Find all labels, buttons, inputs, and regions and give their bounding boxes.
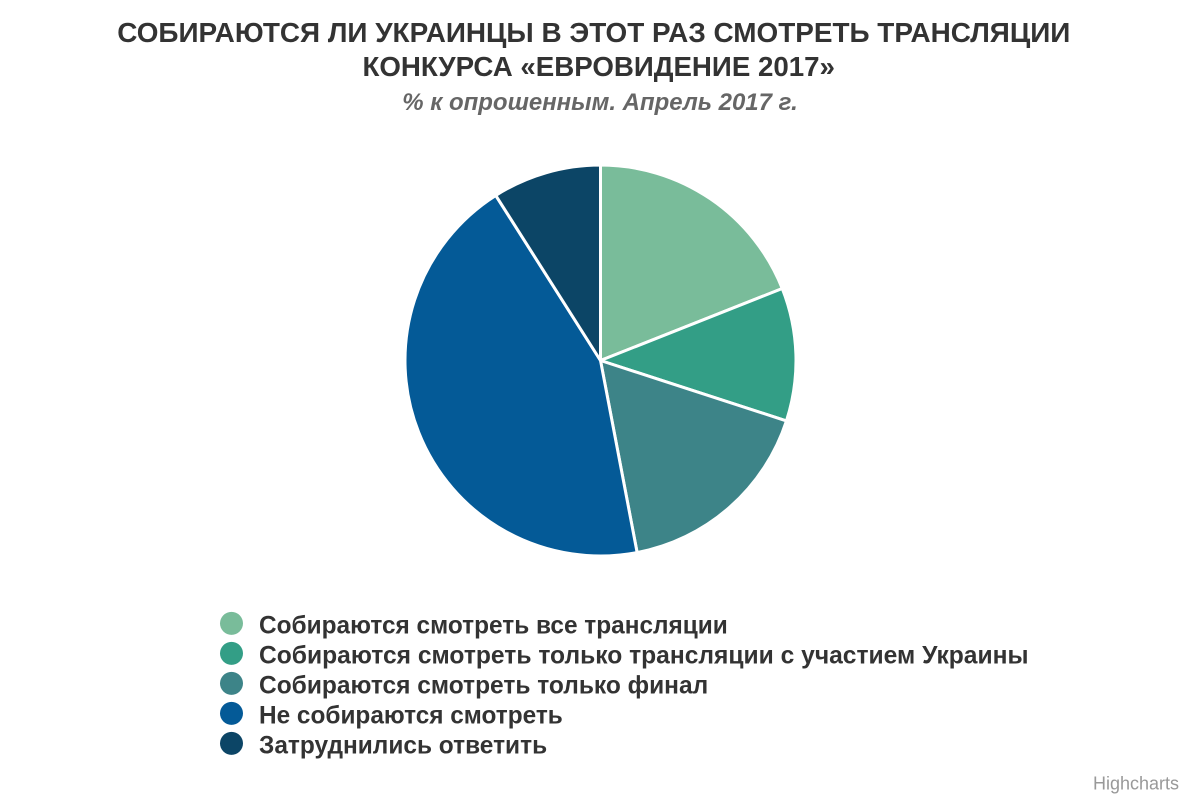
svg-text:СОБИРАЮТСЯ ЛИ УКРАИНЦЫ В ЭТОТ: СОБИРАЮТСЯ ЛИ УКРАИНЦЫ В ЭТОТ РАЗ СМОТРЕ… <box>117 17 1070 48</box>
svg-text:КОНКУРСА «ЕВРОВИДЕНИЕ 2017»: КОНКУРСА «ЕВРОВИДЕНИЕ 2017» <box>362 51 835 82</box>
svg-text:Собираются смотреть только фин: Собираются смотреть только финал <box>259 672 708 699</box>
svg-text:Затруднились ответить: Затруднились ответить <box>259 732 547 759</box>
svg-text:% к опрошенным. Апрель 2017 г.: % к опрошенным. Апрель 2017 г. <box>402 89 798 116</box>
svg-text:Собираются смотреть только тра: Собираются смотреть только трансляции с … <box>259 642 1029 669</box>
svg-text:Не собираются смотреть: Не собираются смотреть <box>259 702 563 729</box>
svg-text:Highcharts: Highcharts <box>1093 774 1179 794</box>
svg-text:Собираются смотреть все трансл: Собираются смотреть все трансляции <box>259 612 728 639</box>
